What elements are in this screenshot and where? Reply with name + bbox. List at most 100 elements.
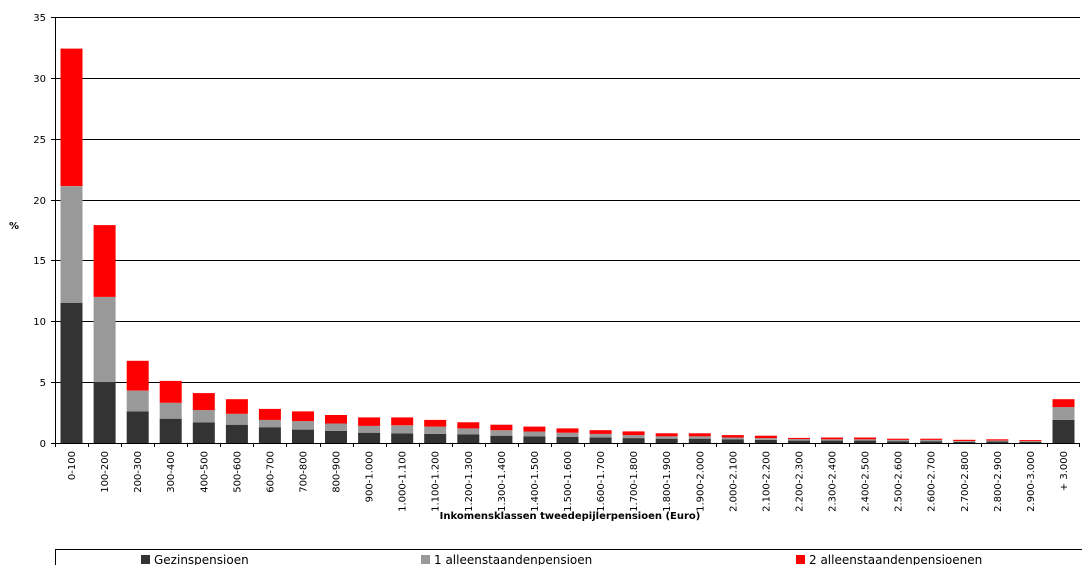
x-tick-label-25: 2.500-2.600: [894, 451, 905, 512]
x-tick-label-26: 2.600-2.700: [927, 451, 938, 512]
x-tick-label-3: 300-400: [166, 451, 177, 493]
bar-2-900-3-000-series-3: [1019, 440, 1042, 442]
bar-2-100-2-200-series-1: [754, 440, 777, 443]
bars: [60, 48, 1075, 443]
bar-2-000-2-100-series-2: [721, 437, 744, 440]
bar-2-800-2-900-series-3: [986, 439, 1009, 441]
y-tick-label-2: 10: [33, 317, 46, 328]
x-tick-label-11: 1.100-1.200: [431, 451, 442, 512]
x-tick-label-4: 400-500: [199, 451, 210, 493]
x-tick-label-7: 700-800: [299, 451, 310, 493]
bar-1-000-1-100-series-3: [391, 417, 414, 426]
bar-700-800-series-3: [292, 411, 314, 422]
bar-1-700-1-800-series-2: [622, 435, 645, 439]
x-tick-label-20: 2.000-2.100: [728, 451, 739, 512]
bar-1-400-1-500-series-3: [523, 426, 546, 432]
x-tick-label-10: 1.000-1.100: [398, 451, 409, 512]
bar-2-800-2-900-series-2: [986, 440, 1009, 442]
y-tick-label-1: 5: [40, 378, 46, 389]
legend: Gezinspensioen 1 alleenstaandenpensioen 2 …: [55, 549, 1082, 565]
bar-2-200-2-300-series-3: [788, 437, 810, 440]
bar-2-500-2-600-series-3: [887, 438, 910, 440]
bar-800-900-series-2: [325, 423, 347, 431]
bar-1-800-1-900-series-2: [655, 436, 678, 439]
bar-1-500-1-600-series-3: [556, 428, 579, 433]
bar-1-600-1-700-series-3: [589, 430, 612, 434]
x-tick-label-5: 500-600: [232, 451, 243, 493]
bar-1-200-1-300-series-3: [457, 422, 480, 429]
y-tick-label-5: 25: [33, 135, 46, 146]
bar-1-600-1-700-series-2: [589, 433, 612, 438]
bar-2-600-2-700-series-3: [920, 438, 943, 440]
bar-1-100-1-200-series-3: [424, 419, 447, 427]
bar-1-100-1-200-series-1: [424, 433, 447, 443]
bar-600-700-series-2: [258, 419, 281, 428]
bar-1-500-1-600-series-2: [556, 432, 579, 437]
bar-1-000-1-100-series-1: [391, 433, 414, 443]
x-tick-label-8: 800-900: [332, 451, 343, 493]
x-tick-label-2: 200-300: [133, 451, 144, 493]
bar-300-400-series-2: [159, 402, 182, 419]
bar-0-100-series-3: [60, 48, 83, 187]
bar-1-800-1-900-series-1: [655, 438, 678, 443]
x-tick-label-17: 1.700-1.800: [629, 451, 640, 512]
bar-200-300-series-3: [126, 360, 149, 391]
x-axis-title: Inkomensklassen tweedepijlerpensioen (Eu…: [440, 511, 701, 522]
bar-0-100-series-1: [60, 303, 83, 443]
bar-800-900-series-3: [325, 415, 347, 424]
bar-2-300-2-400-series-2: [821, 439, 843, 441]
x-tick-label-29: 2.900-3.000: [1026, 451, 1037, 512]
legend-label-3: 2 alleenstaandenpensioenen: [809, 553, 982, 565]
x-tick-label-1: 100-200: [100, 451, 111, 493]
bar-500-600-series-2: [225, 413, 248, 425]
bar-2-900-3-000-series-2: [1019, 441, 1042, 442]
bar--3-000-series-1: [1052, 419, 1075, 443]
bar-500-600-series-3: [225, 399, 248, 414]
bar-1-300-1-400-series-2: [490, 430, 513, 436]
bar-1-900-2-000-series-2: [688, 436, 711, 439]
x-tick-label-16: 1.600-1.700: [596, 451, 607, 512]
x-tick-label-14: 1.400-1.500: [530, 451, 541, 512]
bar-1-500-1-600-series-1: [556, 436, 579, 443]
bar-2-400-2-500-series-2: [854, 439, 877, 441]
bar-1-300-1-400-series-1: [490, 435, 513, 443]
x-tick-label-24: 2.400-2.500: [861, 451, 872, 512]
bar-0-100-series-2: [60, 186, 83, 303]
bar-2-700-2-800-series-2: [953, 441, 976, 442]
axes: [55, 17, 1080, 444]
bar-2-800-2-900-series-1: [986, 441, 1009, 443]
bar-900-1-000-series-3: [358, 417, 381, 426]
bar-400-500-series-3: [192, 393, 215, 411]
x-tick-label-12: 1.200-1.300: [464, 451, 475, 512]
bar-2-100-2-200-series-3: [754, 435, 777, 439]
bar-2-200-2-300-series-1: [788, 440, 810, 443]
x-tick-label-19: 1.900-2.000: [695, 451, 706, 512]
bar-100-200-series-1: [93, 382, 116, 443]
legend-swatch-2: [421, 555, 430, 564]
bar-1-600-1-700-series-1: [589, 437, 612, 443]
legend-swatch-3: [796, 555, 805, 564]
x-tick-label-27: 2.700-2.800: [960, 451, 971, 512]
bar-1-700-1-800-series-3: [622, 431, 645, 436]
bar-2-600-2-700-series-1: [920, 441, 943, 443]
y-axis-title: %: [9, 221, 19, 232]
bar-600-700-series-1: [258, 427, 281, 443]
x-tick-label-13: 1.300-1.400: [497, 451, 508, 512]
bar-2-400-2-500-series-1: [854, 440, 877, 443]
x-tick-label-18: 1.800-1.900: [662, 451, 673, 512]
bar--3-000-series-2: [1052, 407, 1075, 420]
bar-800-900-series-1: [325, 430, 347, 443]
bar-1-700-1-800-series-1: [622, 438, 645, 443]
y-tick-labels: 0 5 10 15 20 25 30 35: [33, 13, 46, 450]
bar-1-400-1-500-series-1: [523, 436, 546, 443]
bar-2-000-2-100-series-1: [721, 439, 744, 443]
y-tick-label-6: 30: [33, 74, 46, 85]
bar-2-200-2-300-series-2: [788, 439, 810, 441]
bar-400-500-series-2: [192, 410, 215, 423]
x-tick-label-9: 900-1.000: [365, 451, 376, 502]
x-tick-label-28: 2.800-2.900: [993, 451, 1004, 512]
bar-1-200-1-300-series-2: [457, 428, 480, 435]
bar-500-600-series-1: [225, 424, 248, 443]
bar-2-700-2-800-series-1: [953, 441, 976, 443]
bar-2-500-2-600-series-2: [887, 440, 910, 442]
